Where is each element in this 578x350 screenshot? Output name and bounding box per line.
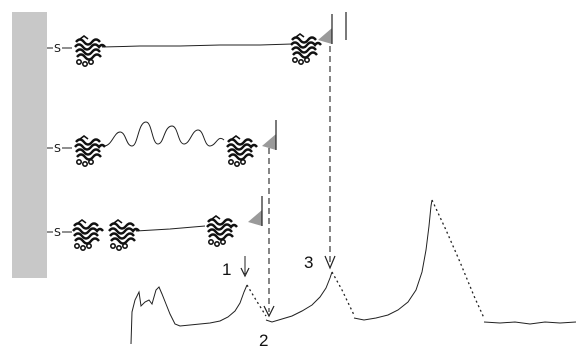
molecule-row-2: S [47,119,277,168]
molecule-row-1: S [47,12,347,68]
thiol-label: S [54,142,61,155]
step-label-2: 2 [259,331,268,350]
folded-domain-icon [73,134,107,168]
thiol-label: S [54,42,61,55]
folded-domain-icon [71,218,105,252]
folded-domain-icon [107,218,141,252]
folded-domain-icon [73,34,107,68]
unfolded-chain [135,225,206,232]
step-label-1: 1 [222,260,231,279]
thiol-label: S [54,226,61,239]
cantilever-tip-icon [247,195,263,227]
cantilever-tip-icon [317,13,333,45]
dashed-arrow-2 [263,148,275,318]
folded-domain-icon [205,214,239,248]
molecule-row-3: S [47,195,263,252]
folded-domain-icon [289,32,323,66]
unfolded-chain [101,43,293,48]
cantilever-tip-icon [261,119,277,151]
force-extension-trace [130,199,577,345]
step-label-3: 3 [304,253,313,272]
arrow-1 [240,256,250,278]
dashed-arrow-3 [324,46,336,270]
substrate-surface [12,12,47,278]
unfolded-chain [103,121,225,147]
folded-domain-icon [225,134,259,168]
